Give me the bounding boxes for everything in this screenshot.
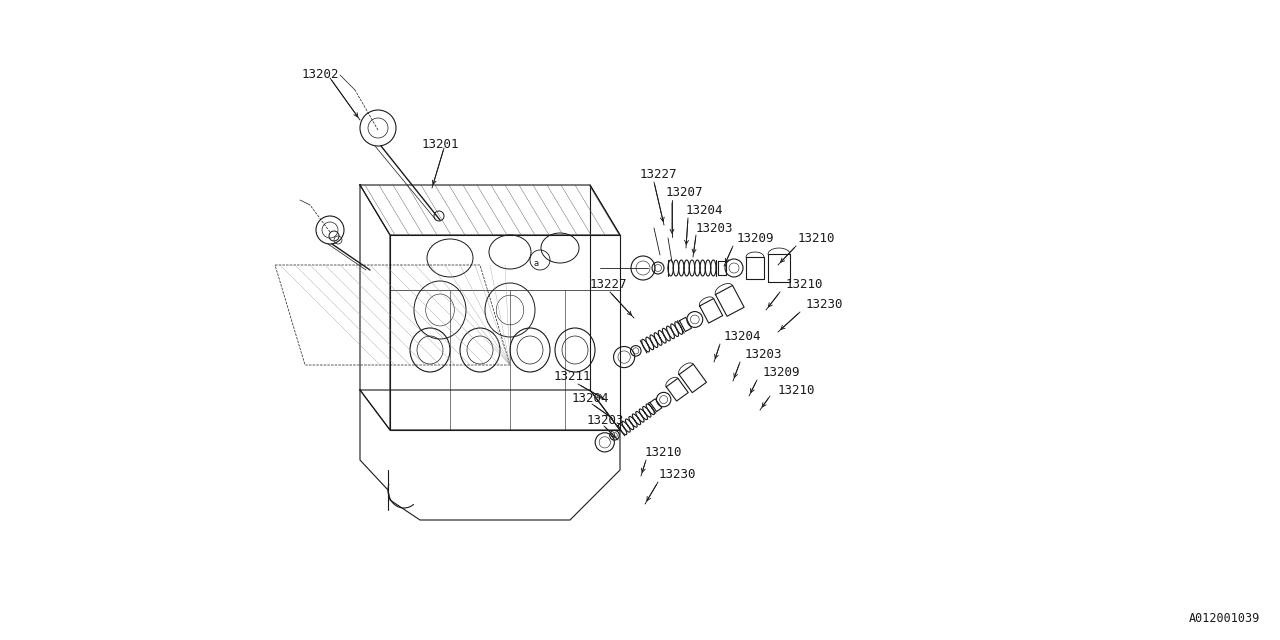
Text: 13202: 13202: [302, 68, 339, 81]
Text: 13204: 13204: [724, 330, 762, 343]
Text: 13209: 13209: [763, 366, 800, 379]
Text: 13230: 13230: [659, 468, 696, 481]
Text: A012001039: A012001039: [1189, 612, 1260, 625]
Text: 13204: 13204: [686, 204, 723, 217]
Text: 13203: 13203: [588, 414, 625, 427]
Text: 13210: 13210: [778, 384, 815, 397]
Text: 13211: 13211: [554, 370, 591, 383]
Text: 13203: 13203: [696, 222, 733, 235]
Text: 13227: 13227: [590, 278, 627, 291]
Text: a: a: [534, 259, 539, 269]
Text: 13210: 13210: [797, 232, 836, 245]
Text: 13203: 13203: [745, 348, 782, 361]
Text: 13227: 13227: [640, 168, 677, 181]
Text: 13230: 13230: [806, 298, 844, 311]
Text: 13210: 13210: [645, 446, 682, 459]
Text: 13204: 13204: [572, 392, 609, 405]
Text: 13207: 13207: [666, 186, 704, 199]
Text: 13210: 13210: [786, 278, 823, 291]
Text: 13209: 13209: [737, 232, 774, 245]
Text: 13201: 13201: [422, 138, 460, 151]
